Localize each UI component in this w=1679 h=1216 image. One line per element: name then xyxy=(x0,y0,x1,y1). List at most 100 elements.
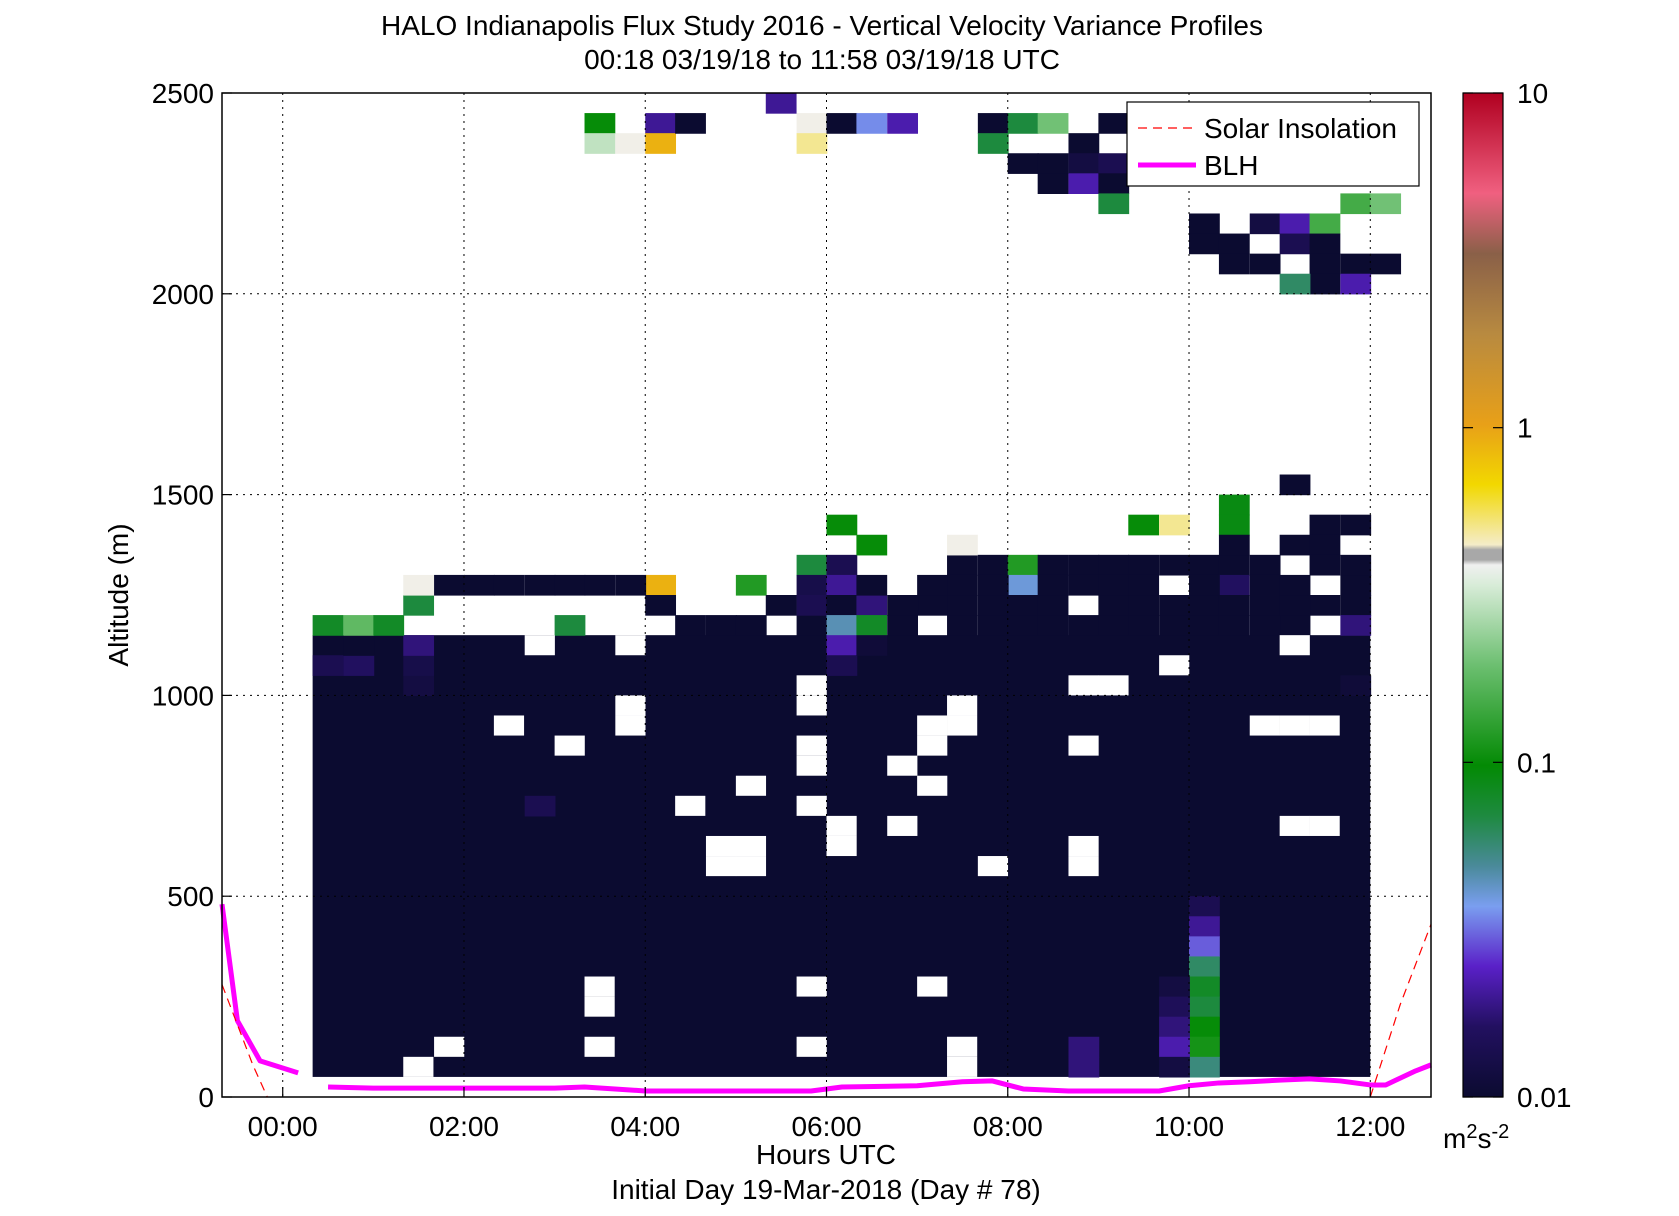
heatmap-cell xyxy=(1068,615,1100,636)
heatmap-cell xyxy=(675,113,706,134)
heatmap-cell xyxy=(1007,595,1039,616)
heatmap-cell xyxy=(1068,153,1100,174)
heatmap-cell xyxy=(1340,615,1372,636)
heatmap-cell xyxy=(615,133,647,154)
heatmap-cell xyxy=(645,113,677,134)
heatmap-cell xyxy=(1249,554,1281,576)
heatmap-cell xyxy=(1098,554,1130,576)
heatmap-cell xyxy=(1098,113,1130,134)
chart-title: HALO Indianapolis Flux Study 2016 - Vert… xyxy=(381,10,1263,41)
heatmap-cell xyxy=(1128,595,1160,616)
x-tick-label: 02:00 xyxy=(429,1111,499,1142)
heatmap-cell xyxy=(1218,534,1250,556)
heatmap-cell xyxy=(1189,976,1220,998)
heatmap-cell xyxy=(1159,595,1190,616)
heatmap-cell xyxy=(1309,554,1341,576)
y-tick-label: 1000 xyxy=(152,680,214,711)
missing-cell xyxy=(1159,655,1190,676)
solar-insolation-line xyxy=(221,984,268,1098)
heatmap-cell xyxy=(947,574,978,596)
heatmap-cell xyxy=(826,574,858,596)
heatmap-cell xyxy=(1098,173,1130,194)
y-tick-label: 2000 xyxy=(152,279,214,310)
missing-cells xyxy=(403,635,1340,1077)
heatmap-cell xyxy=(977,615,1009,636)
heatmap-cell xyxy=(615,574,647,596)
heatmap-cell xyxy=(977,113,1009,134)
missing-cell xyxy=(887,815,918,836)
y-axis-label: Altitude (m) xyxy=(103,523,134,666)
missing-cell xyxy=(947,1056,978,1077)
y-tick-label: 2500 xyxy=(152,78,214,109)
heatmap-cell xyxy=(1189,574,1220,596)
heatmap-cell xyxy=(705,615,737,636)
heatmap-cell xyxy=(947,595,978,616)
heatmap-cell xyxy=(887,595,919,616)
heatmap-cell xyxy=(1037,554,1069,576)
heatmap-cell xyxy=(1370,253,1402,275)
heatmap-cell xyxy=(887,615,919,636)
colorbar-ticks: 0.01 0.1 1 10 xyxy=(1463,78,1572,1113)
heatmap-cell xyxy=(1159,1056,1190,1078)
heatmap-cell xyxy=(1037,615,1069,636)
heatmap-cell xyxy=(312,655,344,676)
heatmap-cell xyxy=(403,635,435,656)
missing-cell xyxy=(615,695,646,716)
heatmap-cell xyxy=(1068,1056,1100,1078)
heatmap-cell xyxy=(373,615,405,636)
heatmap-cell xyxy=(1068,133,1100,154)
missing-cell xyxy=(1309,815,1340,836)
heatmap-cell xyxy=(1279,273,1311,295)
heatmap-cell xyxy=(1037,173,1069,194)
heatmap-cell xyxy=(1218,595,1250,616)
missing-cell xyxy=(735,856,767,877)
heatmap-cell xyxy=(1279,534,1311,556)
heatmap-cell xyxy=(1007,574,1039,596)
heatmap-cell xyxy=(826,554,858,576)
heatmap-cell xyxy=(1037,153,1069,174)
missing-cell xyxy=(796,695,827,716)
x-tick-label: 12:00 xyxy=(1335,1111,1405,1142)
colorbar-tick-label: 10 xyxy=(1517,78,1548,109)
heatmap-cell xyxy=(1159,1036,1190,1058)
heatmap-cell xyxy=(826,113,858,134)
heatmap-cell xyxy=(1249,615,1281,636)
x-tick-label: 00:00 xyxy=(248,1111,318,1142)
heatmap-cell xyxy=(917,595,948,616)
heatmap-cell xyxy=(493,574,525,596)
missing-cell xyxy=(1068,835,1099,857)
legend-blh-label: BLH xyxy=(1204,150,1258,181)
heatmap-cell xyxy=(947,554,978,576)
heatmap-cell xyxy=(1189,956,1220,978)
chart-subtitle: 00:18 03/19/18 to 11:58 03/19/18 UTC xyxy=(584,44,1060,75)
heatmap-cell xyxy=(1189,615,1220,636)
missing-cell xyxy=(796,976,827,997)
missing-cell xyxy=(917,735,948,756)
heatmap-cell xyxy=(1189,1016,1220,1038)
heatmap-cell xyxy=(1098,153,1130,174)
heatmap-cell xyxy=(1037,574,1069,596)
heatmap-cell xyxy=(403,595,435,616)
heatmap-cell xyxy=(917,574,948,596)
missing-cell xyxy=(493,715,525,736)
heatmap-cell xyxy=(1279,595,1311,616)
missing-cell xyxy=(826,815,857,836)
missing-cell xyxy=(434,1036,465,1057)
y-tick-label: 500 xyxy=(167,881,214,912)
footer-label: Initial Day 19-Mar-2018 (Day # 78) xyxy=(611,1174,1041,1205)
heatmap-cell xyxy=(1068,554,1100,576)
heatmap-cell xyxy=(1128,554,1160,576)
series-lines xyxy=(219,903,1432,1098)
heatmap-cell xyxy=(977,595,1009,616)
missing-cell xyxy=(1068,675,1099,696)
heatmap-cell xyxy=(796,554,828,576)
heatmap-cell xyxy=(1189,1056,1220,1078)
heatmap-cell xyxy=(312,615,344,636)
heatmap-cell xyxy=(1068,173,1100,194)
heatmap-cell xyxy=(1098,615,1130,636)
x-tick-label: 06:00 xyxy=(791,1111,861,1142)
missing-cell xyxy=(917,715,948,736)
legend: Solar Insolation BLH xyxy=(1126,101,1420,187)
heatmap-cell xyxy=(1068,574,1100,596)
heatmap-cell xyxy=(1098,595,1130,616)
